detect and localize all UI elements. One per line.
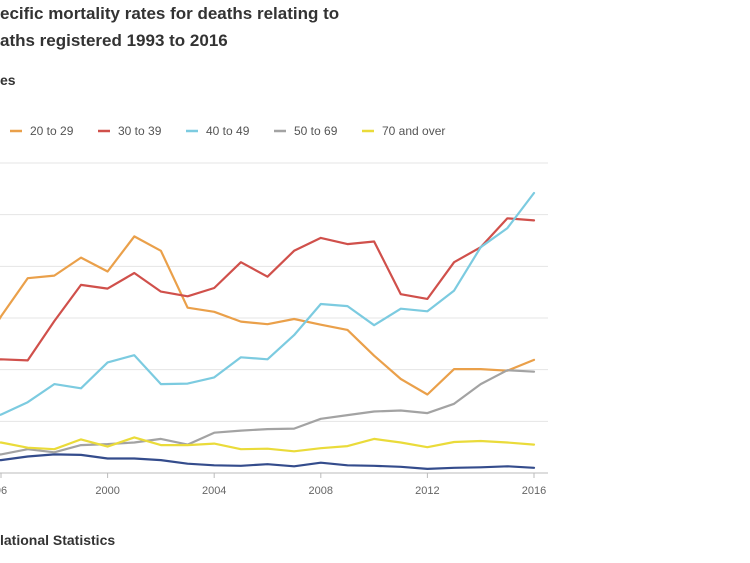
x-tick-label-2004: 2004 <box>202 485 226 497</box>
source-note: lational Statistics <box>0 532 116 548</box>
series-line-50-to-69 <box>0 369 536 456</box>
series-lines <box>0 191 536 470</box>
legend-label-50-to-69: 50 to 69 <box>294 124 338 138</box>
chart-title-line-2: aths registered 1993 to 2016 <box>0 31 228 50</box>
series-line-70-and-over <box>0 436 536 453</box>
gridlines <box>0 162 548 422</box>
legend-label-70-and-over: 70 and over <box>382 124 445 138</box>
series-line-40-to-49 <box>0 191 536 416</box>
chart-subtitle: es <box>0 72 16 88</box>
x-tick-label-2016: 2016 <box>522 485 546 497</box>
x-axis: 96 2000 2004 2008 2012 2016 <box>0 472 548 497</box>
x-tick-label-2008: 2008 <box>309 485 333 497</box>
x-tick-label-2000: 2000 <box>95 485 119 497</box>
x-tick-label-2012: 2012 <box>415 485 439 497</box>
series-line-under-20 <box>0 453 536 470</box>
series-line-20-to-29 <box>0 235 536 396</box>
chart-title: ecific mortality rates for deaths relati… <box>0 0 339 54</box>
x-tick-label-1996: 96 <box>0 485 7 497</box>
legend-label-20-to-29: 20 to 29 <box>30 124 74 138</box>
legend-label-30-to-39: 30 to 39 <box>118 124 162 138</box>
legend-label-40-to-49: 40 to 49 <box>206 124 250 138</box>
chart-title-line-1: ecific mortality rates for deaths relati… <box>0 4 340 23</box>
legend: 20 to 29 30 to 39 40 to 49 50 to 69 70 and o… <box>10 124 445 138</box>
series-line-30-to-39 <box>0 217 536 362</box>
